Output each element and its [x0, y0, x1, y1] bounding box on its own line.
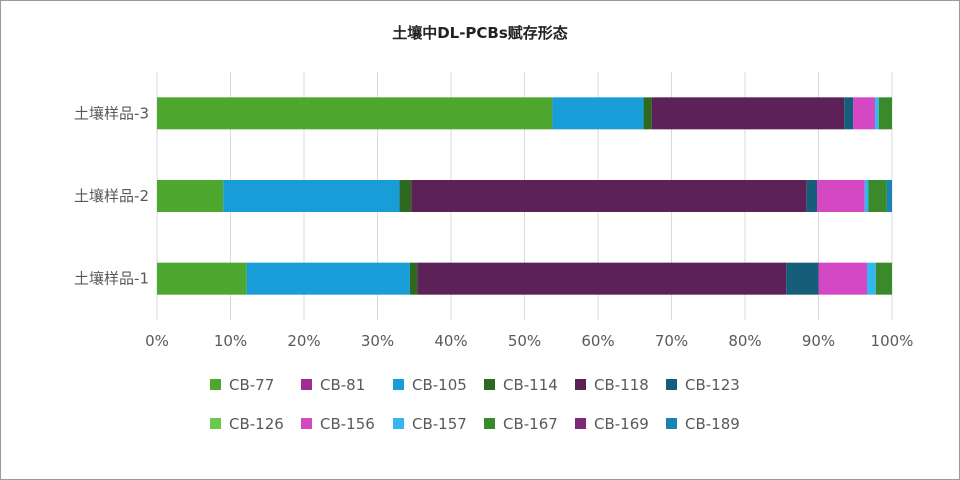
bar-segment-cb-123	[844, 97, 854, 130]
legend-label: CB-167	[503, 415, 558, 433]
x-tick-label: 100%	[871, 332, 914, 350]
bar-segment-cb-105	[246, 262, 410, 295]
bar-segment-cb-167	[868, 180, 887, 212]
bar-segment-cb-118	[411, 180, 807, 212]
chart-title: 土壤中DL-PCBs赋存形态	[392, 24, 568, 42]
legend-swatch	[484, 418, 495, 429]
bar-segment-cb-167	[878, 97, 892, 130]
bar-segment-cb-114	[643, 97, 652, 130]
legend-swatch	[301, 418, 312, 429]
bar-segment-cb-157	[867, 262, 876, 295]
legend-swatch	[210, 418, 221, 429]
legend-label: CB-189	[685, 415, 740, 433]
legend-label: CB-157	[412, 415, 467, 433]
category-label: 土壤样品-1	[74, 270, 149, 288]
x-tick-label: 90%	[802, 332, 835, 350]
bar-segment-cb-114	[409, 262, 418, 295]
x-tick-label: 30%	[361, 332, 394, 350]
legend-swatch	[666, 418, 677, 429]
legend-swatch	[393, 379, 404, 390]
x-tick-label: 10%	[214, 332, 247, 350]
bar-segment-cb-77	[157, 262, 247, 295]
legend-label: CB-123	[685, 376, 740, 394]
legend-swatch	[210, 379, 221, 390]
bar-segment-cb-156	[817, 180, 865, 212]
bars	[157, 97, 892, 295]
legend-label: CB-126	[229, 415, 284, 433]
bar-segment-cb-156	[818, 262, 868, 295]
legend-label: CB-81	[320, 376, 365, 394]
legend-label: CB-169	[594, 415, 649, 433]
bar-segment-cb-156	[853, 97, 876, 130]
x-tick-label: 40%	[434, 332, 467, 350]
bar-segment-cb-123	[806, 180, 818, 212]
bar-segment-cb-123	[786, 262, 819, 295]
legend-swatch	[575, 379, 586, 390]
x-tick-label: 50%	[508, 332, 541, 350]
legend: CB-77 CB-81 CB-105 CB-114 CB-118 CB-123 CB-126…	[210, 376, 740, 433]
y-axis-categories: 土壤样品-3 土壤样品-2 土壤样品-1	[74, 104, 149, 287]
legend-label: CB-114	[503, 376, 558, 394]
legend-swatch	[666, 379, 677, 390]
bar-segment-cb-167	[875, 262, 892, 295]
x-tick-label: 80%	[728, 332, 761, 350]
category-label: 土壤样品-3	[74, 104, 149, 122]
legend-swatch	[301, 379, 312, 390]
bar-segment-cb-77	[157, 180, 224, 212]
legend-label: CB-156	[320, 415, 375, 433]
category-label: 土壤样品-2	[74, 187, 149, 205]
legend-label: CB-105	[412, 376, 467, 394]
legend-swatch	[484, 379, 495, 390]
bar-segment-cb-157	[864, 180, 869, 212]
bar-segment-cb-105	[223, 180, 400, 212]
x-tick-label: 0%	[145, 332, 169, 350]
legend-label: CB-77	[229, 376, 274, 394]
bar-segment-cb-118	[417, 262, 787, 295]
bar-segment-cb-77	[157, 97, 553, 130]
bar-segment-cb-114	[399, 180, 412, 212]
x-tick-label: 20%	[287, 332, 320, 350]
legend-swatch	[393, 418, 404, 429]
legend-label: CB-118	[594, 376, 649, 394]
bar-segment-cb-157	[875, 97, 879, 130]
legend-swatch	[575, 418, 586, 429]
x-axis-ticks: 0% 10% 20% 30% 40% 50% 60% 70% 80% 90% 100%	[145, 332, 913, 350]
bar-segment-cb-189	[886, 180, 892, 212]
bar-segment-cb-118	[651, 97, 845, 130]
bar-segment-cb-105	[552, 97, 644, 130]
x-tick-label: 70%	[655, 332, 688, 350]
x-tick-label: 60%	[581, 332, 614, 350]
